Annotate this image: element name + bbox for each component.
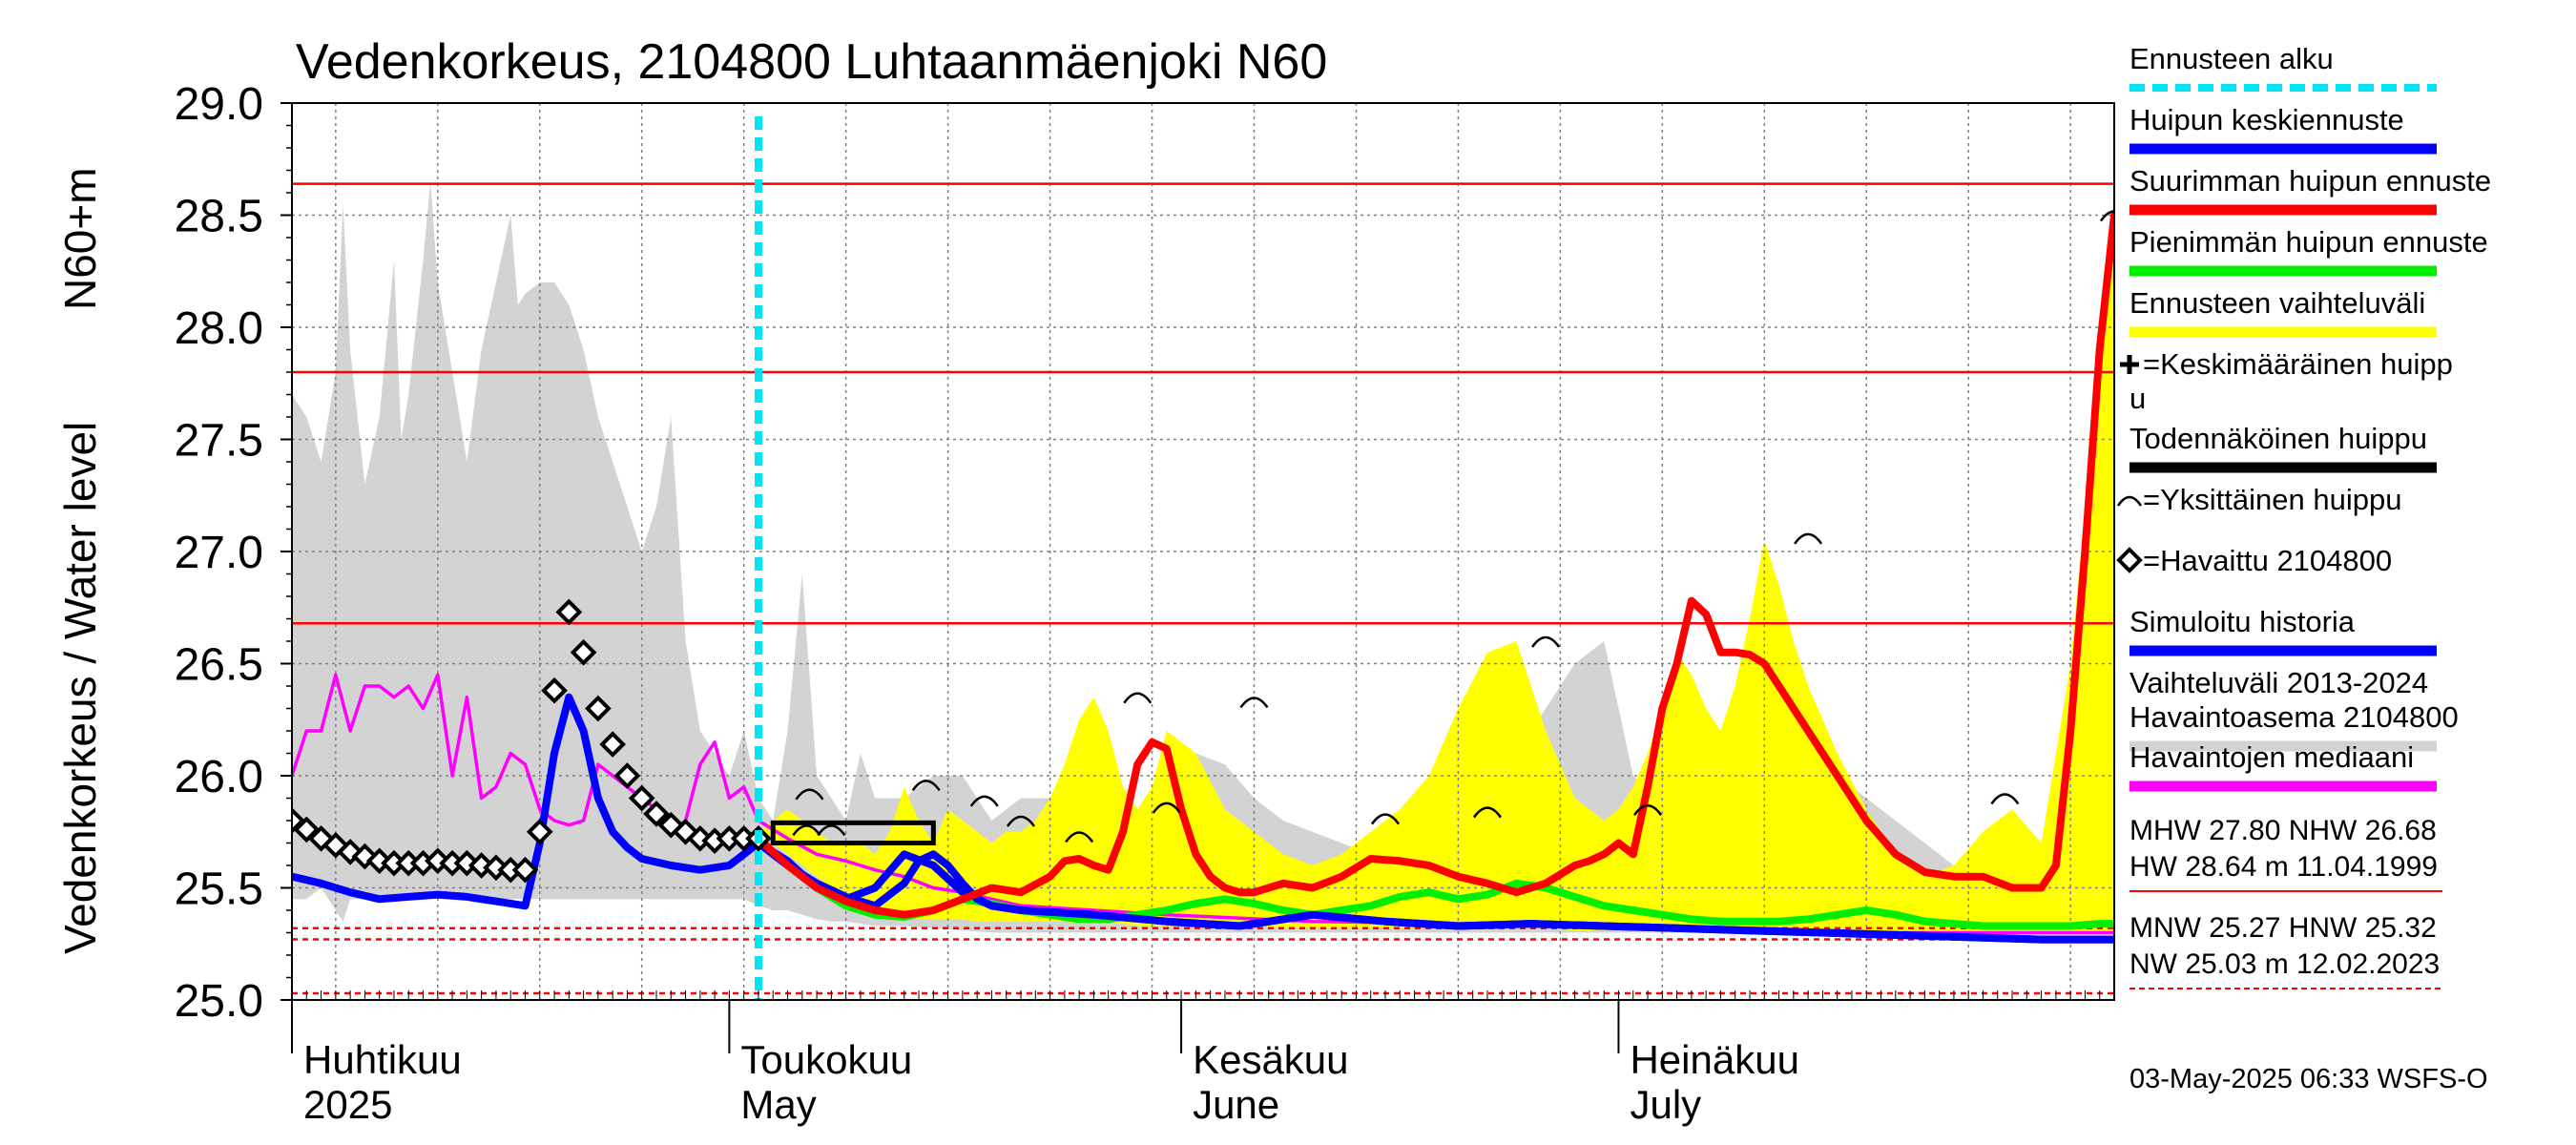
legend-item: Suurimman huipun ennuste [2129,164,2491,216]
single-peak-marker [1239,697,1269,709]
legend-label: Simuloitu historia [2129,605,2356,638]
observed-point [570,638,597,666]
month-sublabel: 2025 [303,1082,392,1127]
legend-item: =Keskimääräinen huippu [2120,347,2453,415]
single-peak-marker [1152,802,1181,814]
y-tick-label: 25.5 [175,864,263,915]
single-peak-marker [1633,804,1663,816]
timestamp: 03-May-2025 06:33 WSFS-O [2129,1064,2488,1094]
legend-item: Todennäköinen huippu [2129,422,2437,473]
series-todenn-k-inen-ennuste [755,839,2114,944]
single-peak-marker [1370,813,1401,825]
legend-label: =Yksittäinen huippu [2143,483,2401,516]
legend-item: Huipun keskiennuste [2129,103,2437,155]
y-axis-unit-label: N60+m [55,167,105,310]
single-peak-marker [2099,210,2114,222]
y-tick-label: 28.5 [175,192,263,242]
axes: 25.0 25.5 26.0 26.5 27.0 27.5 28.0 28.5 29.0 Huht… [175,79,2115,1127]
month-label: Kesäkuu [1193,1037,1348,1082]
forecast-range-band [758,215,2114,933]
observed-point [585,695,612,722]
y-tick-label: 26.0 [175,752,263,802]
observed-point [541,677,568,704]
stats-block: MHW 27.80 NHW 26.68 HW 28.64 m 11.04.199… [2129,815,2442,989]
legend-item: Ennusteen vaihteluväli [2129,286,2437,338]
single-peak-marker [1472,806,1502,819]
legend-item: Havaintojen mediaani [2129,740,2437,792]
y-tick-label: 29.0 [175,79,263,130]
month-sublabel: May [740,1082,816,1127]
stats-high-line2: HW 28.64 m 11.04.1999 [2129,851,2438,883]
legend-label-line2: Havaintoasema 2104800 [2129,700,2459,734]
plot-area [292,103,2114,1000]
legend-label: Havaintojen mediaani [2129,740,2414,774]
stats-high-line1: MHW 27.80 NHW 26.68 [2129,815,2437,846]
observed-point [526,818,553,845]
y-tick-label: 27.5 [175,416,263,467]
y-tick-label: 28.0 [175,303,263,354]
single-peak-marker [1123,692,1153,704]
observed-point [628,784,655,812]
legend-label: Suurimman huipun ennuste [2129,164,2491,198]
legend-item: Vaihteluväli 2013-2024 Havaintoasema 210… [2129,666,2459,752]
single-peak-marker [1065,831,1094,843]
legend-label: =Keskimääräinen huipp [2143,347,2453,381]
legend: Ennusteen alku Huipun keskiennuste Suurimm… [2116,42,2491,792]
series-suurimman-huipun-ennuste [755,211,2114,919]
y-axis-label: Vedenkorkeus / Water level [55,422,105,954]
month-label: Heinäkuu [1630,1037,1798,1082]
plot-content [292,103,2114,1000]
legend-label: =Havaittu 2104800 [2143,544,2392,577]
y-tick-label: 26.5 [175,640,263,691]
legend-item: Simuloitu historia [2129,605,2437,656]
legend-item: =Havaittu 2104800 [2116,544,2392,577]
observed-point [555,598,583,626]
single-peak-marker [969,795,999,807]
y-tick-label: 27.0 [175,528,263,578]
month-sublabel: July [1630,1082,1701,1127]
month-label: Toukokuu [740,1037,912,1082]
probable-peak-box [770,820,936,845]
stats-low-line2: NW 25.03 m 12.02.2023 [2129,948,2440,980]
legend-label: Huipun keskiennuste [2129,103,2404,136]
month-label: Huhtikuu [303,1037,462,1082]
legend-item: Ennusteen alku [2129,42,2437,92]
legend-plus-symbol [2120,355,2139,374]
chart-title: Vedenkorkeus, 2104800 Luhtaanmäenjoki N6… [296,34,1327,90]
single-peak-marker [1006,815,1036,827]
observed-point [511,856,539,884]
legend-diamond-symbol [2116,547,2143,573]
legend-label: Todennäköinen huippu [2129,422,2427,455]
legend-label: Vaihteluväli 2013-2024 [2129,666,2428,699]
observed-point [643,801,670,827]
legend-arc-symbol [2116,495,2143,507]
legend-label-line2: u [2129,382,2146,415]
single-peak-marker [1794,532,1823,545]
legend-label: Ennusteen alku [2129,42,2334,75]
stats-low-line1: MNW 25.27 HNW 25.32 [2129,912,2437,944]
legend-item: Pienimmän huipun ennuste [2129,225,2488,277]
single-peak-marker [1990,793,2020,805]
month-sublabel: June [1193,1082,1279,1127]
single-peak-marker [795,788,824,801]
single-peak-marker [911,780,941,792]
observed-point [599,731,626,758]
legend-label: Ennusteen vaihteluväli [2129,286,2425,320]
y-tick-label: 25.0 [175,976,263,1027]
single-peak-marker [817,824,846,837]
single-peak-marker [1531,635,1561,648]
legend-item: =Yksittäinen huippu [2116,483,2401,516]
observed-point [292,807,305,834]
single-peak-marker [792,824,821,837]
legend-label: Pienimmän huipun ennuste [2129,225,2488,259]
observed-point [613,762,641,789]
